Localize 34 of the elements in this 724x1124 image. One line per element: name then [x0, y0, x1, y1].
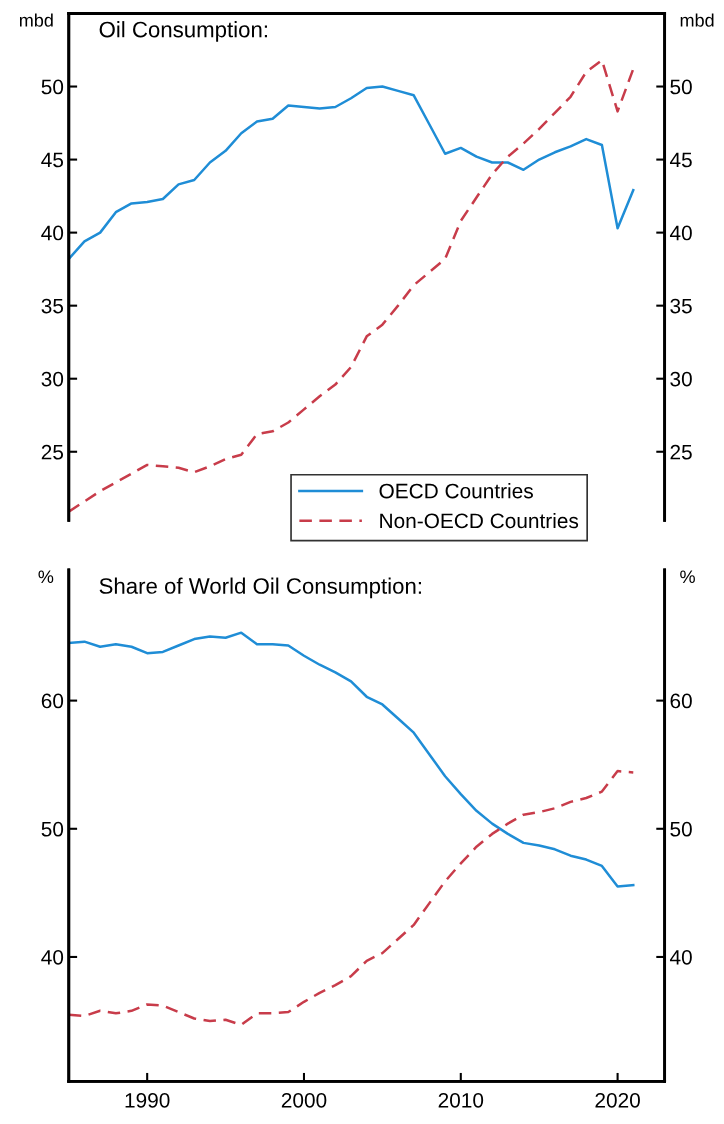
line-series — [68, 85, 635, 261]
y2-tick-label: 45 — [669, 152, 692, 168]
y-tick-label: 30 — [41, 371, 64, 387]
x-tick-label: 2020 — [595, 1092, 640, 1108]
y-tick-label: 50 — [41, 821, 64, 837]
chart-title: Oil Consumption: — [99, 21, 267, 42]
y-tick-label: 45 — [41, 152, 64, 168]
y2-tick-label: 25 — [670, 444, 692, 460]
legend-label: OECD Countries — [379, 483, 533, 499]
x-tick-label: 2010 — [438, 1092, 484, 1108]
y2-axis-title: mbd — [680, 13, 714, 27]
legend-label: Non-OECD Countries — [380, 512, 579, 529]
y2-tick-label: 40 — [669, 949, 692, 965]
y-tick-label: 35 — [41, 298, 64, 314]
y-axis-title: mbd — [19, 13, 53, 27]
y-axis-title: % — [38, 570, 54, 584]
y-tick-label: 50 — [41, 79, 64, 95]
y2-tick-label: 60 — [670, 693, 692, 709]
line-series — [68, 631, 635, 888]
x-tick-label: 1990 — [125, 1092, 170, 1108]
y-tick-label: 40 — [41, 949, 64, 965]
y2-axis-title: % — [680, 570, 695, 584]
x-tick-label: 2000 — [281, 1092, 327, 1108]
y2-tick-label: 35 — [670, 298, 692, 314]
y-tick-label: 40 — [41, 225, 64, 241]
chart-title: Share of World Oil Consumption: — [99, 577, 421, 599]
line-series — [68, 58, 635, 513]
y2-tick-label: 40 — [669, 225, 692, 241]
y2-tick-label: 50 — [670, 821, 692, 837]
y2-tick-label: 30 — [670, 371, 692, 387]
y2-tick-label: 50 — [670, 79, 692, 95]
y-tick-label: 25 — [41, 444, 64, 460]
y-tick-label: 60 — [41, 693, 64, 709]
line-series — [68, 769, 635, 1027]
